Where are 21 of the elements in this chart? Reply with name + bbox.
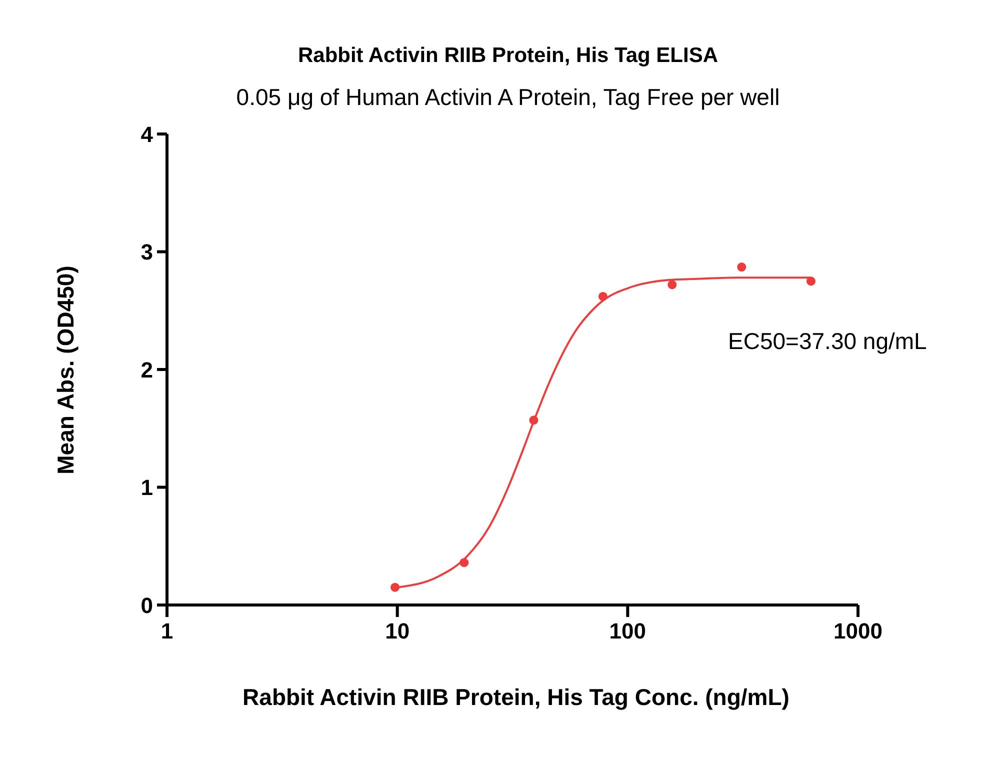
point bbox=[460, 558, 469, 568]
point bbox=[529, 416, 538, 425]
point bbox=[598, 292, 608, 301]
y-tick-label: 0 bbox=[140, 592, 153, 618]
x-axis-title: Rabbit Activin RIIB Protein, His Tag Conc. (ng/mL) bbox=[242, 684, 790, 711]
x-tick-label: 10 bbox=[385, 618, 410, 644]
y-tick-label: 2 bbox=[140, 357, 153, 382]
y-tick-label: 4 bbox=[140, 122, 154, 147]
point bbox=[806, 276, 816, 286]
y-tick-label: 1 bbox=[140, 475, 153, 500]
y-tick-label: 3 bbox=[140, 240, 153, 265]
point bbox=[668, 280, 677, 290]
point bbox=[737, 262, 746, 272]
x-tick-label: 1 bbox=[160, 618, 174, 644]
point bbox=[390, 582, 400, 592]
annotation: EC50=37.30 ng/mL bbox=[728, 328, 927, 355]
chart-subtitle: 0.05 μg of Human Activin A Protein, Tag Free per well bbox=[235, 84, 781, 111]
x-tick-label: 1000 bbox=[834, 618, 882, 644]
chart-title: Rabbit Activin RIIB Protein, His Tag ELISA bbox=[296, 44, 720, 68]
x-tick-label: 100 bbox=[609, 618, 646, 644]
y-axis-title: Mean Abs. (OD450) bbox=[52, 266, 80, 474]
